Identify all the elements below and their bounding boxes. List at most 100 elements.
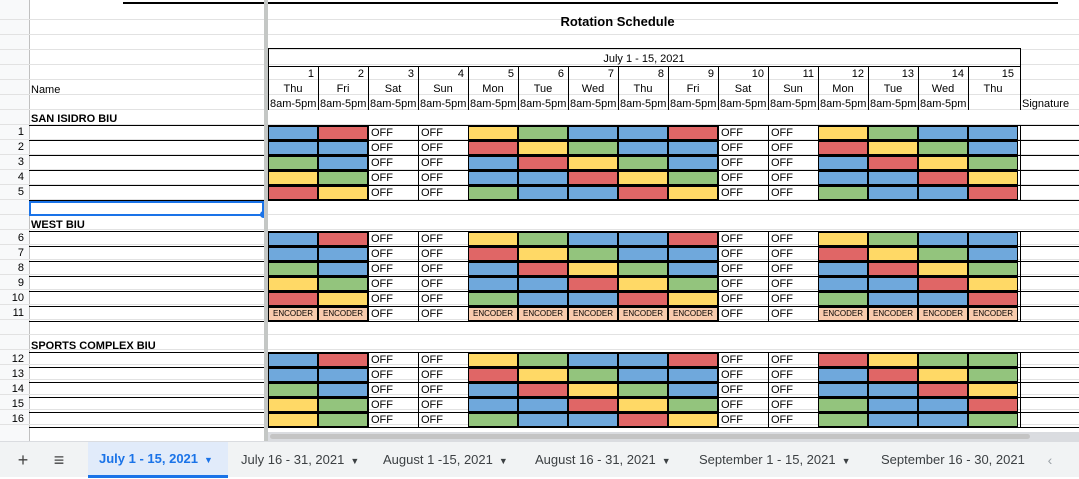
off-cell[interactable]: OFF [371,233,393,245]
off-cell[interactable]: OFF [371,248,393,260]
off-cell[interactable]: OFF [771,369,793,381]
chevron-left-icon[interactable]: ‹ [1047,452,1053,468]
shift-cell[interactable] [818,126,868,140]
shift-cell[interactable] [268,232,318,246]
shift-cell[interactable] [468,141,518,155]
selection-fill-handle[interactable] [260,211,267,218]
shift-cell[interactable] [268,247,318,261]
shift-cell[interactable] [618,171,668,185]
shift-cell[interactable] [468,292,518,306]
shift-cell[interactable] [668,232,718,246]
shift-cell[interactable] [518,353,568,367]
off-cell[interactable]: OFF [721,414,743,426]
shift-cell[interactable] [818,277,868,291]
off-cell[interactable]: OFF [721,157,743,169]
shift-cell[interactable] [468,156,518,170]
shift-cell[interactable] [518,292,568,306]
shift-cell[interactable] [868,353,918,367]
shift-cell[interactable] [468,353,518,367]
shift-cell[interactable] [468,368,518,382]
shift-cell[interactable] [518,413,568,427]
shift-cell[interactable] [918,368,968,382]
shift-cell[interactable] [918,186,968,200]
off-cell[interactable]: OFF [371,157,393,169]
shift-cell[interactable] [868,232,918,246]
shift-cell[interactable] [618,413,668,427]
shift-cell[interactable] [618,156,668,170]
shift-cell[interactable] [518,232,568,246]
sheet-tab[interactable]: July 1 - 15, 2021 ▼ [88,442,228,478]
shift-cell[interactable] [568,383,618,397]
shift-cell[interactable] [568,156,618,170]
shift-cell[interactable] [518,368,568,382]
shift-cell[interactable] [618,126,668,140]
shift-cell[interactable] [868,126,918,140]
shift-cell[interactable] [268,398,318,412]
selected-cell[interactable] [29,201,264,216]
shift-cell[interactable] [868,156,918,170]
off-cell[interactable]: OFF [421,233,443,245]
shift-cell[interactable] [568,186,618,200]
shift-cell[interactable] [468,126,518,140]
sheet-tab[interactable]: July 16 - 31, 2021 ▼ [230,442,368,478]
off-cell[interactable]: OFF [771,308,793,320]
chevron-down-icon[interactable]: ▼ [498,456,508,466]
encoder-cell[interactable]: ENCODER [568,307,618,321]
shift-cell[interactable] [918,247,968,261]
chevron-down-icon[interactable]: ▼ [661,456,671,466]
shift-cell[interactable] [268,156,318,170]
off-cell[interactable]: OFF [371,308,393,320]
off-cell[interactable]: OFF [771,414,793,426]
shift-cell[interactable] [318,232,368,246]
off-cell[interactable]: OFF [771,399,793,411]
shift-cell[interactable] [318,368,368,382]
shift-cell[interactable] [268,171,318,185]
shift-cell[interactable] [868,383,918,397]
off-cell[interactable]: OFF [721,369,743,381]
shift-cell[interactable] [968,413,1018,427]
shift-cell[interactable] [518,141,568,155]
off-cell[interactable]: OFF [721,187,743,199]
sheet-tab[interactable]: September 1 - 15, 2021 ▼ [688,442,858,478]
off-cell[interactable]: OFF [421,399,443,411]
shift-cell[interactable] [968,368,1018,382]
shift-cell[interactable] [568,398,618,412]
shift-cell[interactable] [668,171,718,185]
shift-cell[interactable] [668,398,718,412]
shift-cell[interactable] [668,262,718,276]
shift-cell[interactable] [268,368,318,382]
off-cell[interactable]: OFF [721,142,743,154]
shift-cell[interactable] [318,171,368,185]
shift-cell[interactable] [868,186,918,200]
off-cell[interactable]: OFF [421,384,443,396]
shift-cell[interactable] [618,353,668,367]
shift-cell[interactable] [668,292,718,306]
encoder-cell[interactable]: ENCODER [318,307,368,321]
shift-cell[interactable] [518,277,568,291]
shift-cell[interactable] [668,247,718,261]
shift-cell[interactable] [818,383,868,397]
shift-cell[interactable] [318,141,368,155]
off-cell[interactable]: OFF [421,187,443,199]
off-cell[interactable]: OFF [421,278,443,290]
off-cell[interactable]: OFF [721,248,743,260]
shift-cell[interactable] [968,141,1018,155]
shift-cell[interactable] [618,368,668,382]
shift-cell[interactable] [318,277,368,291]
off-cell[interactable]: OFF [421,157,443,169]
shift-cell[interactable] [918,126,968,140]
shift-cell[interactable] [618,186,668,200]
sheet-tab[interactable]: September 16 - 30, 2021 [870,442,1032,478]
shift-cell[interactable] [518,126,568,140]
shift-cell[interactable] [818,413,868,427]
shift-cell[interactable] [468,262,518,276]
shift-cell[interactable] [968,186,1018,200]
shift-cell[interactable] [918,277,968,291]
off-cell[interactable]: OFF [421,127,443,139]
shift-cell[interactable] [468,413,518,427]
shift-cell[interactable] [668,156,718,170]
shift-cell[interactable] [568,292,618,306]
shift-cell[interactable] [918,383,968,397]
shift-cell[interactable] [318,156,368,170]
shift-cell[interactable] [318,186,368,200]
